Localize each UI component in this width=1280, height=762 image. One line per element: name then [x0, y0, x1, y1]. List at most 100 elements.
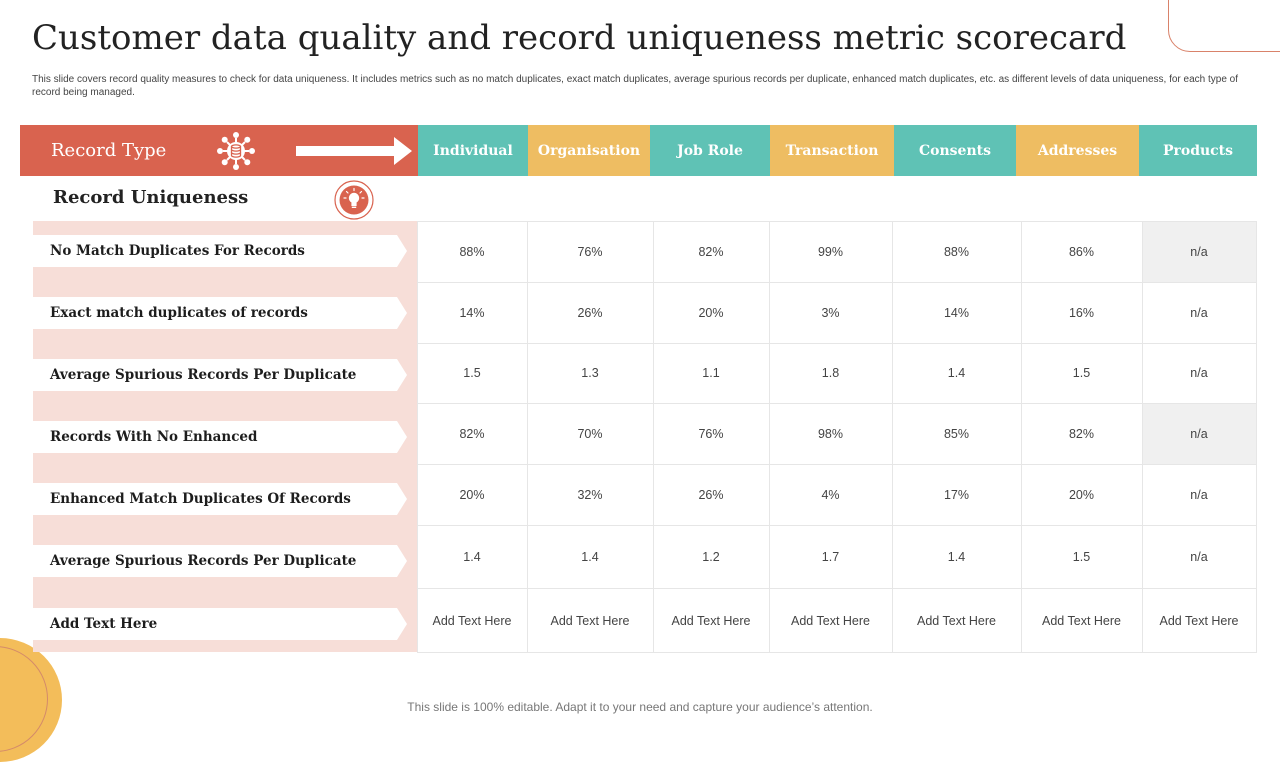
table-cell: 1.2	[702, 550, 720, 564]
table-cell: 76%	[698, 427, 724, 441]
database-gear-icon	[217, 132, 255, 170]
table-cell: 82%	[459, 427, 485, 441]
row-label: Add Text Here	[33, 608, 407, 640]
table-cell: 14%	[459, 306, 485, 320]
table-cell: 32%	[577, 488, 603, 502]
table-cell: Add Text Here	[917, 614, 996, 628]
table-cell: 76%	[577, 245, 603, 259]
row-label-text: Average Spurious Records Per Duplicate	[50, 553, 357, 569]
column-header-addresses: Addresses	[1016, 125, 1139, 176]
column-header-products: Products	[1139, 125, 1257, 176]
grid-line	[417, 588, 1257, 589]
table-cell: 1.4	[581, 550, 599, 564]
table-cell: 20%	[459, 488, 485, 502]
row-label-text: Exact match duplicates of records	[50, 305, 308, 321]
table-cell: n/a	[1190, 245, 1208, 259]
row-label-text: No Match Duplicates For Records	[50, 243, 305, 259]
row-label-tag	[33, 545, 407, 577]
row-label-tag	[33, 235, 407, 267]
row-label-tag	[33, 359, 407, 391]
grid-line	[417, 343, 1257, 344]
page-title: Customer data quality and record uniquen…	[32, 18, 1127, 58]
table-cell: 1.5	[463, 366, 481, 380]
grid-line	[417, 652, 1257, 653]
table-cell: 1.4	[947, 550, 966, 564]
table-cell: 1.4	[463, 550, 481, 564]
grid-line	[769, 221, 770, 653]
table-cell: 98%	[817, 427, 844, 441]
table-cell: 26%	[698, 488, 724, 502]
table-cell: Add Text Here	[1159, 614, 1239, 628]
table-cell: 20%	[698, 306, 724, 320]
table-cell: Add Text Here	[550, 614, 630, 628]
column-header-transaction: Transaction	[770, 125, 894, 176]
table-cell: 88%	[459, 245, 485, 259]
table-cell: 1.7	[821, 550, 840, 564]
grid-line	[417, 403, 1257, 404]
arrow-right-icon	[296, 137, 412, 165]
page-description: This slide covers record quality measure…	[32, 74, 1239, 98]
table-cell: Add Text Here	[671, 614, 751, 628]
table-header-row: Record Type	[20, 125, 1257, 176]
table-cell: 14%	[943, 306, 970, 320]
shaded-cell	[1143, 222, 1256, 282]
lightbulb-icon	[334, 180, 374, 220]
column-header-individual: Individual	[418, 125, 528, 176]
table-cell: 86%	[1068, 245, 1095, 259]
table-cell: 82%	[1068, 427, 1095, 441]
row-label-tag	[33, 421, 407, 453]
grid-line	[1256, 221, 1257, 653]
row-label-text: Add Text Here	[50, 616, 158, 632]
table-cell: 1.5	[1072, 550, 1091, 564]
grid-line	[653, 221, 654, 653]
row-label-tag	[33, 483, 407, 515]
table-cell: n/a	[1190, 550, 1208, 564]
table-cell: 3%	[821, 306, 840, 320]
table-cell: 4%	[821, 488, 840, 502]
row-label: Enhanced Match Duplicates Of Records	[33, 483, 407, 515]
grid-line	[417, 282, 1257, 283]
table-cell: 1.3	[581, 366, 599, 380]
row-label: Average Spurious Records Per Duplicate	[33, 545, 407, 577]
grid-line	[527, 221, 528, 653]
grid-line	[892, 221, 893, 653]
table-cell: 70%	[577, 427, 603, 441]
grid-line	[417, 464, 1257, 465]
column-header-organisation: Organisation	[528, 125, 650, 176]
table-cell: 17%	[943, 488, 970, 502]
table-cell: 20%	[1068, 488, 1095, 502]
table-cell: n/a	[1190, 306, 1208, 320]
row-label-text: Enhanced Match Duplicates Of Records	[50, 491, 351, 507]
grid-line	[417, 221, 418, 653]
record-type-label: Record Type	[51, 140, 167, 161]
table-cell: 26%	[577, 306, 603, 320]
table-cell: 88%	[943, 245, 970, 259]
grid-line	[1142, 221, 1143, 653]
table-cell: n/a	[1190, 488, 1208, 502]
row-label-text: Records With No Enhanced	[50, 429, 258, 445]
table-cell: 85%	[943, 427, 970, 441]
table-cell: n/a	[1190, 427, 1208, 441]
shaded-cell	[1143, 404, 1256, 464]
grid-line	[417, 525, 1257, 526]
row-label: Average Spurious Records Per Duplicate	[33, 359, 407, 391]
row-label: Exact match duplicates of records	[33, 297, 407, 329]
record-type-header: Record Type	[20, 125, 418, 176]
row-label-text: Average Spurious Records Per Duplicate	[50, 367, 357, 383]
table-cell: 99%	[817, 245, 844, 259]
row-label-tag	[33, 297, 407, 329]
row-label: No Match Duplicates For Records	[33, 235, 407, 267]
table-cell: 1.1	[702, 366, 720, 380]
section-label: Record Uniqueness	[53, 187, 249, 208]
footer-note: This slide is 100% editable. Adapt it to…	[407, 700, 873, 714]
corner-decoration	[1168, 0, 1280, 52]
grid-line	[417, 221, 1257, 222]
table-cell: 1.8	[821, 366, 840, 380]
grid-line	[1021, 221, 1022, 653]
table-cell: Add Text Here	[791, 614, 870, 628]
table-cell: 16%	[1068, 306, 1095, 320]
row-label: Records With No Enhanced	[33, 421, 407, 453]
column-header-consents: Consents	[894, 125, 1016, 176]
table-cell: n/a	[1190, 366, 1208, 380]
row-label-tag	[33, 608, 407, 640]
